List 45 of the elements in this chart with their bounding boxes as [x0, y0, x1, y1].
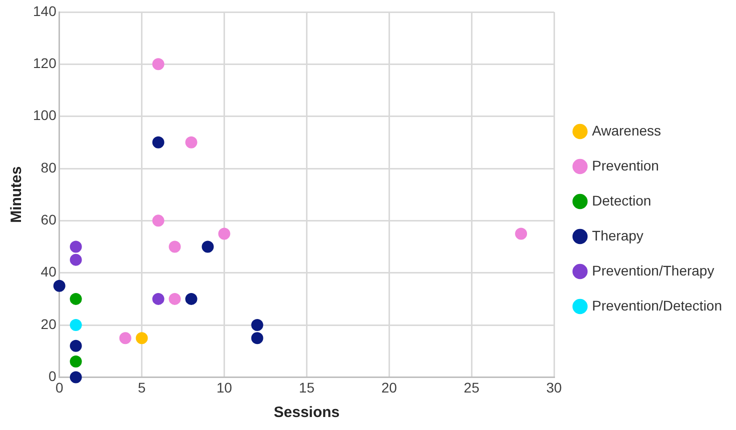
y-tick-label: 80 — [40, 159, 57, 176]
legend-label: Prevention/Detection — [592, 297, 722, 314]
point — [152, 58, 164, 70]
point — [70, 371, 82, 384]
point — [218, 228, 230, 240]
y-tick-label: 140 — [33, 2, 57, 19]
point — [53, 280, 66, 292]
point — [168, 292, 181, 305]
legend-label: Prevention/Therapy — [592, 262, 714, 278]
x-tick-label: 15 — [298, 379, 315, 396]
point — [168, 240, 181, 253]
x-tick-label: 25 — [464, 379, 480, 396]
point — [70, 356, 82, 368]
point — [515, 228, 528, 240]
x-tick-label: 30 — [546, 379, 562, 396]
point — [202, 240, 214, 253]
point — [70, 319, 82, 332]
point — [185, 136, 198, 148]
y-tick-label: 40 — [40, 264, 57, 280]
y-tick-label: 120 — [33, 55, 57, 72]
y-tick-label: 0 — [48, 368, 57, 384]
point — [119, 332, 132, 344]
legend-label: Therapy — [592, 227, 644, 244]
y-tick-label: 60 — [40, 212, 57, 228]
x-tick-label: 10 — [216, 379, 232, 396]
x-tick-label: 20 — [381, 379, 398, 396]
point — [70, 254, 82, 266]
point — [152, 214, 164, 227]
y-tick-label: 100 — [33, 107, 57, 124]
legend-label: Prevention — [592, 157, 659, 174]
y-axis-title: Minutes — [8, 166, 26, 223]
point — [70, 292, 82, 305]
y-tick-label: 20 — [40, 316, 57, 332]
legend-label: Detection — [592, 192, 652, 208]
point — [251, 332, 264, 344]
point — [251, 319, 264, 332]
legend-label: Awareness — [592, 122, 662, 138]
x-tick-label: 5 — [138, 379, 146, 396]
point — [70, 340, 82, 352]
point — [70, 240, 82, 253]
point — [152, 292, 164, 305]
point — [185, 292, 198, 305]
x-axis-title: Sessions — [274, 404, 340, 422]
point — [136, 332, 148, 344]
point — [152, 136, 164, 148]
